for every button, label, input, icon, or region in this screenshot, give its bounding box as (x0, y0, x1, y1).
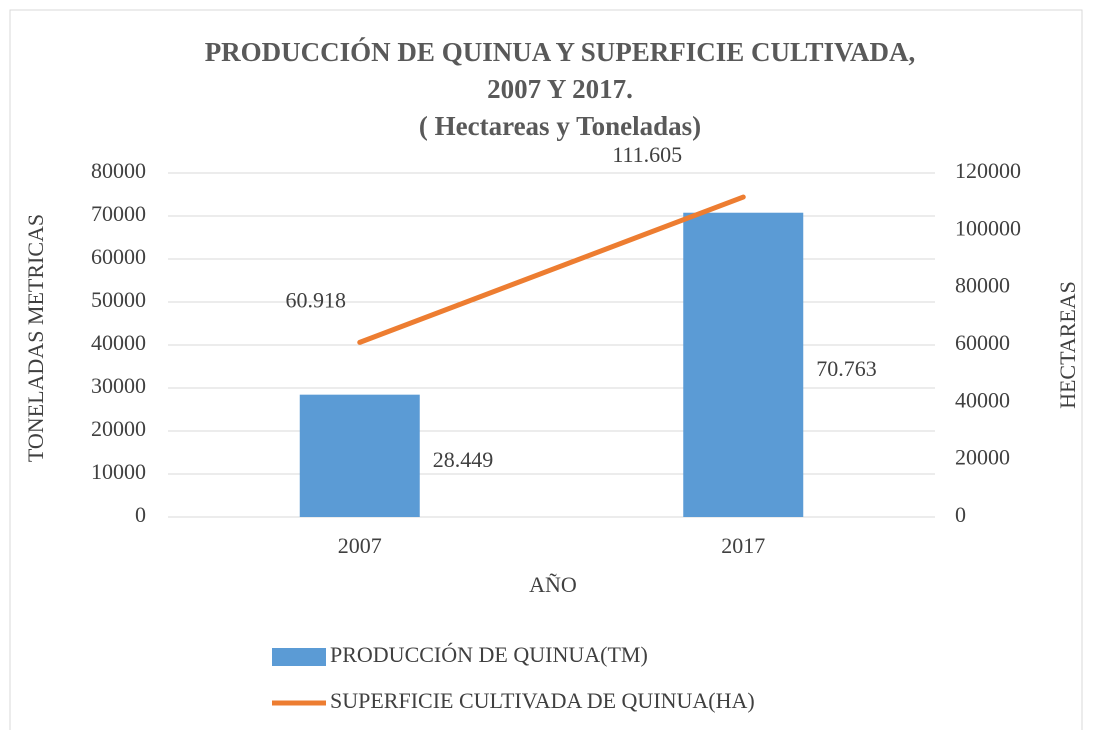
y2-tick-label: 40000 (955, 387, 1010, 412)
data-label: 111.605 (612, 142, 682, 167)
y-tick-label: 70000 (91, 201, 146, 226)
legend-swatch (272, 648, 326, 666)
y2-tick-label: 20000 (955, 445, 1010, 470)
data-label: 28.449 (433, 447, 494, 472)
x-axis-label: AÑO (529, 572, 577, 597)
y2-tick-label: 80000 (955, 273, 1010, 298)
data-label: 70.763 (816, 356, 877, 381)
y-tick-label: 20000 (91, 416, 146, 441)
bar (683, 212, 804, 517)
chart-border (9, 9, 1083, 730)
y-tick-label: 50000 (91, 287, 146, 312)
y-tick-label: 30000 (91, 373, 146, 398)
y-tick-label: 60000 (91, 244, 146, 269)
bar (299, 394, 420, 517)
chart-title: PRODUCCIÓN DE QUINUA Y SUPERFICIE CULTIV… (205, 37, 916, 67)
y-axis-label: TONELADAS METRICAS (23, 214, 48, 462)
y2-tick-label: 100000 (955, 215, 1021, 240)
line (357, 194, 746, 345)
y-tick-label: 0 (135, 502, 146, 527)
x-tick-label: 2007 (338, 533, 382, 558)
legend-label: PRODUCCIÓN DE QUINUA(TM) (330, 642, 648, 667)
y2-axis-label: HECTAREAS (1055, 281, 1080, 409)
x-tick-label: 2017 (721, 533, 765, 558)
data-label: 60.918 (286, 287, 347, 312)
y2-tick-label: 60000 (955, 330, 1010, 355)
y-tick-label: 40000 (91, 330, 146, 355)
y-tick-label: 10000 (91, 459, 146, 484)
y-tick-label: 80000 (91, 158, 146, 183)
chart-title: 2007 Y 2017. (487, 74, 633, 104)
y2-tick-label: 0 (955, 502, 966, 527)
legend-label: SUPERFICIE CULTIVADA DE QUINUA(HA) (330, 688, 755, 713)
chart-title: ( Hectareas y Toneladas) (419, 111, 701, 141)
y2-tick-label: 120000 (955, 158, 1021, 183)
